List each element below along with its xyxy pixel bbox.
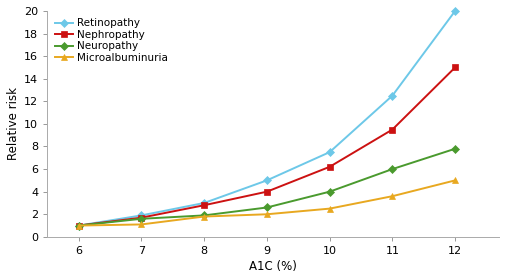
Microalbuminuria	[451, 179, 457, 182]
Neuropathy	[451, 147, 457, 150]
Nephropathy	[388, 128, 394, 131]
Nephropathy	[138, 216, 144, 219]
Nephropathy	[326, 165, 332, 169]
Nephropathy	[263, 190, 269, 193]
Nephropathy	[75, 224, 81, 227]
Retinopathy	[451, 9, 457, 13]
Retinopathy	[200, 201, 207, 205]
Legend: Retinopathy, Nephropathy, Neuropathy, Microalbuminuria: Retinopathy, Nephropathy, Neuropathy, Mi…	[53, 16, 170, 65]
Microalbuminuria	[138, 223, 144, 226]
Neuropathy	[326, 190, 332, 193]
Nephropathy	[200, 204, 207, 207]
Line: Nephropathy: Nephropathy	[75, 64, 458, 229]
Retinopathy	[263, 179, 269, 182]
Microalbuminuria	[200, 215, 207, 218]
Retinopathy	[326, 150, 332, 154]
Retinopathy	[138, 214, 144, 217]
Line: Microalbuminuria: Microalbuminuria	[75, 177, 458, 229]
Line: Retinopathy: Retinopathy	[75, 8, 458, 229]
Microalbuminuria	[263, 213, 269, 216]
Line: Neuropathy: Neuropathy	[75, 146, 458, 229]
Neuropathy	[200, 214, 207, 217]
Neuropathy	[75, 224, 81, 227]
Microalbuminuria	[388, 195, 394, 198]
Neuropathy	[138, 217, 144, 220]
Microalbuminuria	[75, 224, 81, 227]
Neuropathy	[388, 167, 394, 171]
X-axis label: A1C (%): A1C (%)	[249, 260, 296, 273]
Neuropathy	[263, 206, 269, 209]
Microalbuminuria	[326, 207, 332, 210]
Retinopathy	[388, 94, 394, 97]
Y-axis label: Relative risk: Relative risk	[7, 87, 20, 160]
Retinopathy	[75, 224, 81, 227]
Nephropathy	[451, 66, 457, 69]
